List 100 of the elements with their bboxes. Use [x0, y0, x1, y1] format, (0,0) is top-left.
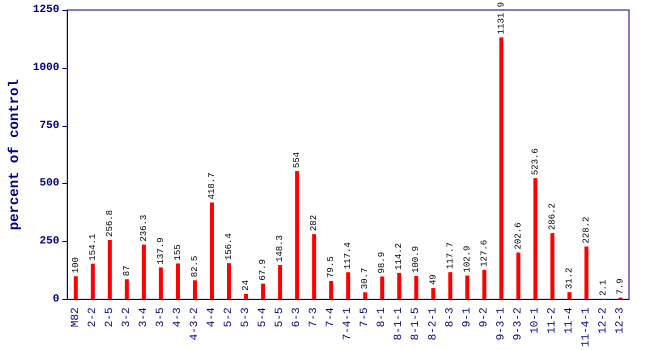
data-label: 154.1 — [88, 234, 98, 261]
x-tick-label: 5-4 — [257, 307, 270, 328]
x-tick-label: 11-4-1 — [580, 307, 592, 348]
bar — [176, 264, 180, 300]
data-label: 256.8 — [104, 210, 115, 237]
data-label: 117.4 — [343, 242, 354, 270]
x-tick-label: 7-3 — [308, 307, 320, 328]
x-tick-label: 5-3 — [240, 307, 252, 328]
y-tick-label: 1000 — [32, 62, 60, 74]
data-label: 554 — [292, 152, 302, 168]
data-label: 31.2 — [564, 268, 574, 290]
x-tick-label: 6-3 — [291, 307, 304, 328]
x-tick-label: 4-3-2 — [188, 307, 201, 340]
bar — [124, 279, 129, 300]
x-tick-label: 8-3 — [444, 307, 456, 328]
bar — [567, 292, 572, 300]
x-tick-label: 8-1-5 — [410, 307, 422, 340]
x-tick-label: 12-2 — [597, 307, 610, 334]
data-label: 282 — [309, 214, 320, 232]
data-label: 236.3 — [138, 214, 149, 242]
data-label: 102.9 — [462, 246, 472, 273]
x-tick-label: 11-4 — [563, 306, 576, 334]
data-label: 98.9 — [377, 252, 388, 274]
data-label: 100 — [70, 257, 81, 274]
x-tick-label: 12-3 — [614, 307, 626, 334]
x-tick-label: 4-4 — [206, 307, 218, 328]
bar — [158, 267, 163, 300]
bar — [346, 272, 350, 300]
data-label: 286.2 — [547, 203, 558, 230]
x-tick-label: 9-2 — [478, 307, 490, 328]
bar — [448, 272, 452, 300]
x-tick-label: 7-4 — [325, 307, 338, 328]
y-axis-title: percent of control — [7, 79, 23, 230]
bar — [312, 234, 316, 300]
data-label: 137.9 — [156, 237, 166, 264]
x-tick-label: 2-5 — [104, 307, 116, 328]
x-tick-label: 10-1 — [529, 306, 542, 334]
x-tick-label: 9-1 — [461, 307, 474, 328]
bar — [584, 246, 588, 300]
bar — [465, 276, 470, 300]
bar — [192, 280, 197, 300]
x-tick-label: 8-1 — [376, 307, 388, 328]
x-tick-label: 9-3-2 — [512, 307, 524, 340]
x-tick-label: 3-2 — [120, 307, 133, 328]
bar — [499, 37, 504, 300]
y-tick-label: 500 — [39, 178, 60, 190]
x-tick-label: 5-2 — [223, 307, 236, 328]
data-label: 49 — [428, 274, 438, 286]
data-label: 67.9 — [258, 259, 268, 281]
data-label: 30.7 — [360, 268, 370, 290]
x-tick-label: 9-3-1 — [495, 307, 508, 340]
data-label: 202.6 — [513, 222, 524, 250]
bar — [414, 276, 418, 300]
x-tick-label: 7-5 — [359, 307, 372, 328]
data-label: 100.9 — [411, 246, 422, 274]
bar — [397, 272, 402, 300]
data-label: 82.5 — [190, 256, 200, 278]
bar — [431, 288, 436, 300]
data-label: 418.7 — [206, 172, 217, 200]
x-tick-label: 3-5 — [154, 307, 167, 328]
bar — [295, 171, 300, 300]
y-tick-label: 750 — [39, 120, 60, 132]
bar — [516, 252, 520, 300]
data-label: 79.5 — [326, 256, 336, 278]
data-label: 24 — [241, 280, 252, 291]
x-tick-label: 5-5 — [274, 307, 286, 328]
bar — [142, 244, 146, 300]
bar — [244, 294, 248, 300]
x-tick-label: 8-2-1 — [427, 307, 440, 340]
bar — [329, 280, 334, 300]
data-label: 2.1 — [598, 280, 608, 296]
x-tick-label: 4-3 — [172, 307, 184, 328]
data-label: 117.7 — [445, 242, 456, 270]
data-label: 87 — [122, 265, 132, 276]
data-label: 155 — [172, 244, 183, 261]
bar — [533, 178, 538, 300]
data-label: 148.3 — [275, 235, 286, 262]
bar — [482, 270, 486, 300]
data-label: 228.2 — [581, 216, 592, 244]
y-tick-label: 250 — [39, 236, 60, 248]
bar — [210, 202, 214, 300]
bar — [550, 233, 554, 300]
bar — [380, 276, 384, 300]
y-tick-label: 1250 — [32, 4, 60, 16]
x-tick-label: 3-4 — [138, 307, 150, 328]
x-tick-label: M82 — [70, 307, 82, 328]
data-label: 7.9 — [615, 278, 626, 295]
data-label: 1131.9 — [496, 2, 506, 34]
data-label: 127.6 — [479, 240, 490, 267]
data-label: 156.4 — [224, 233, 234, 260]
bar — [363, 292, 368, 300]
x-tick-label: 8-1-1 — [393, 307, 406, 340]
bar — [108, 240, 112, 300]
x-tick-label: 2-2 — [86, 307, 99, 328]
data-label: 523.6 — [530, 148, 540, 176]
bar — [90, 264, 95, 300]
x-tick-label: 11-2 — [546, 307, 558, 334]
bar — [278, 265, 282, 300]
bar — [227, 263, 232, 300]
data-label: 114.2 — [394, 242, 404, 270]
